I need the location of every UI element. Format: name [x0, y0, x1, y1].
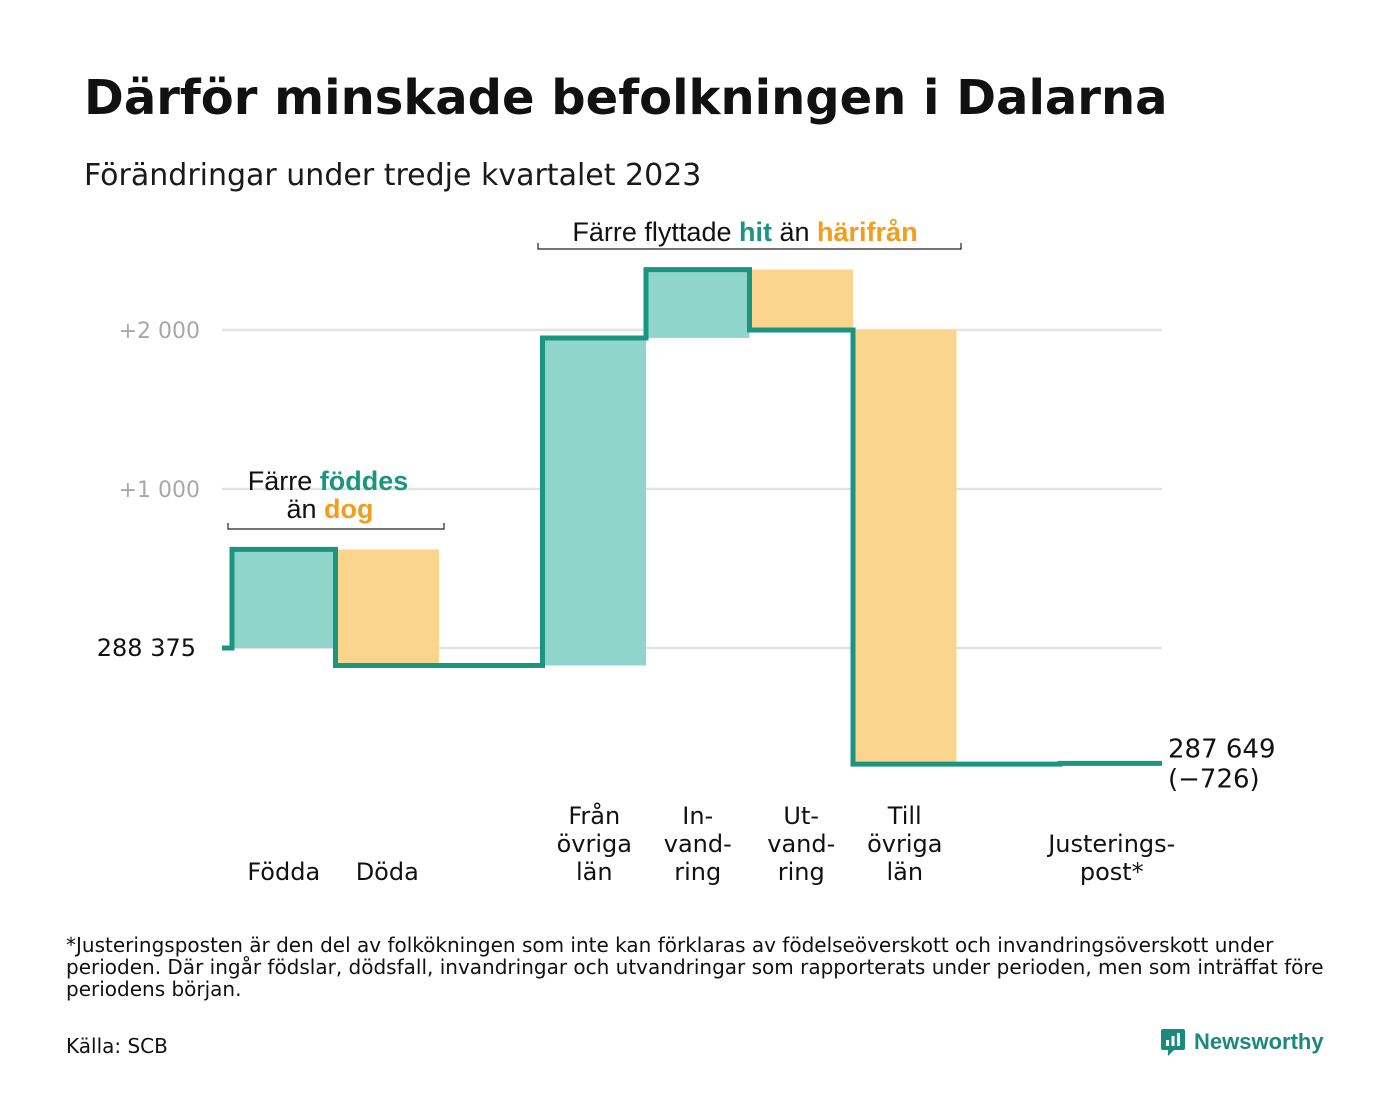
waterfall-bar — [232, 549, 336, 648]
category-label: Ut- — [783, 802, 819, 830]
cumulative-step-line — [222, 267, 1162, 767]
annotation-migration: Färre flyttade hit än härifrån — [572, 217, 917, 247]
category-label: övriga — [867, 830, 942, 858]
category-label: post* — [1080, 858, 1144, 886]
footnote: *Justeringsposten är den del av folkökni… — [66, 933, 1324, 1001]
y-tick-label: +2 000 — [119, 319, 200, 344]
category-label: län — [886, 858, 923, 886]
waterfall-bar — [335, 549, 439, 666]
end-value-label: 287 649 — [1168, 734, 1276, 764]
category-label: Till — [887, 802, 922, 830]
category-label: vand- — [767, 830, 835, 858]
source-note: Källa: SCB — [66, 1034, 168, 1058]
page-subtitle: Förändringar under tredje kvartalet 2023 — [84, 158, 702, 193]
category-label: län — [576, 858, 613, 886]
category-label: Från — [568, 801, 620, 830]
category-label: In- — [682, 802, 713, 830]
y-tick-label: +1 000 — [119, 478, 200, 503]
category-label: vand- — [664, 830, 732, 858]
annotation-births-deaths-line1: Färre föddes — [248, 466, 409, 496]
category-label: Justerings- — [1046, 830, 1175, 858]
newsworthy-logo-icon — [1161, 1029, 1185, 1056]
waterfall-bar — [749, 269, 853, 330]
annotation-births-deaths-line2: än dog — [286, 494, 373, 524]
end-change-label: (−726) — [1168, 764, 1260, 794]
category-label: övriga — [557, 830, 632, 858]
category-label: Födda — [247, 858, 320, 886]
start-value-label: 288 375 — [97, 634, 196, 662]
waterfall-bar — [542, 337, 646, 666]
category-label: ring — [674, 858, 721, 886]
waterfall-bar — [853, 330, 957, 765]
annotation-bracket-births-deaths — [227, 523, 445, 530]
annotation-bracket-migration — [537, 243, 962, 250]
brand: Newsworthy — [1160, 1026, 1324, 1058]
category-label: ring — [778, 858, 825, 886]
brand-name: Newsworthy — [1194, 1029, 1324, 1054]
page-title: Därför minskade befolkningen i Dalarna — [84, 70, 1168, 126]
category-label: Döda — [356, 858, 419, 886]
waterfall-bar — [646, 269, 750, 338]
